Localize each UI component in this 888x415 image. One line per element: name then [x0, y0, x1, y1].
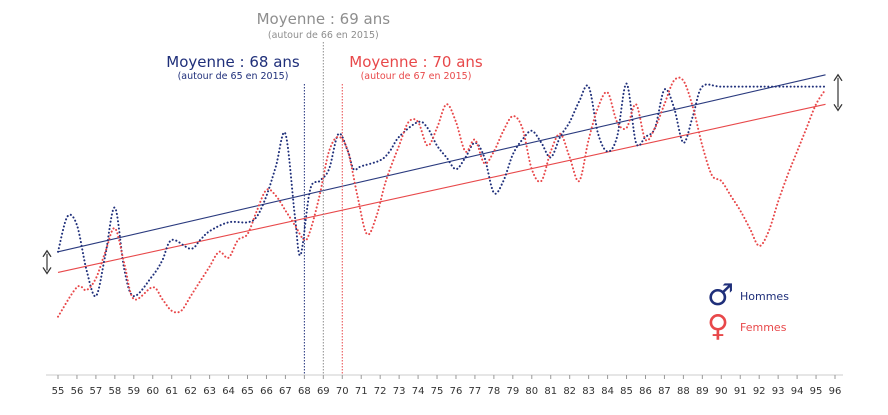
mean-sublabel-70: (autour de 67 en 2015): [361, 71, 472, 82]
x-tick-label: 94: [791, 386, 804, 397]
x-tick-label: 58: [108, 386, 121, 397]
mean-label-69: Moyenne : 69 ans: [257, 10, 391, 28]
gap-arrow-head-down: [42, 267, 52, 275]
x-tick-label: 80: [525, 386, 538, 397]
x-tick-label: 77: [469, 386, 482, 397]
x-tick-label: 70: [336, 386, 349, 397]
x-tick-label: 66: [260, 386, 273, 397]
x-tick-label: 75: [431, 386, 444, 397]
x-tick-label: 71: [355, 386, 368, 397]
mean-sublabel-69: (autour de 66 en 2015): [268, 30, 379, 41]
x-tick-label: 60: [146, 386, 159, 397]
x-tick-label: 59: [127, 386, 140, 397]
x-tick-label: 93: [772, 386, 785, 397]
x-tick-label: 76: [450, 386, 463, 397]
trend-lines: [57, 74, 826, 273]
gap-arrow-start: [42, 249, 52, 275]
series-lines: [57, 76, 827, 318]
legend: ♂ Hommes ♀ Femmes: [707, 278, 789, 344]
x-tick-label: 57: [90, 386, 103, 397]
x-tick-label: 69: [317, 386, 330, 397]
x-tick-label: 87: [658, 386, 671, 397]
series-line-hommes: [57, 82, 827, 298]
gap-arrow-head-up: [833, 73, 843, 82]
x-tick-label: 63: [203, 386, 216, 397]
x-tick-label: 79: [506, 386, 519, 397]
mean-lines: Moyenne : 69 ans (autour de 66 en 2015) Mo…: [166, 10, 483, 375]
x-tick-label: 64: [222, 386, 235, 397]
gap-arrow-end: [833, 73, 843, 112]
x-tick-label: 90: [715, 386, 728, 397]
legend-label-hommes: Hommes: [740, 290, 789, 303]
x-tick-label: 91: [734, 386, 747, 397]
x-tick-label: 78: [488, 386, 501, 397]
x-tick-label: 72: [374, 386, 387, 397]
legend-symbol-femmes-icon: ♀: [707, 309, 729, 344]
trend-line-femmes: [57, 103, 826, 273]
x-axis: 55 56 57 58 59 60 61 62 63 64 65 66 67 68 69 70 71 72 73 74…: [46, 374, 843, 397]
x-tick-label: 83: [582, 386, 595, 397]
x-tick-label: 85: [620, 386, 633, 397]
gap-markers: [42, 73, 843, 275]
x-tick-label: 89: [696, 386, 709, 397]
legend-label-femmes: Femmes: [740, 321, 787, 334]
gap-arrow-head-down: [833, 103, 843, 112]
x-tick-label: 73: [393, 386, 406, 397]
x-tick-label: 96: [829, 386, 842, 397]
mean-label-68: Moyenne : 68 ans: [166, 53, 300, 71]
x-tick-label: 81: [544, 386, 557, 397]
x-tick-label: 55: [52, 386, 65, 397]
x-tick-label: 95: [810, 386, 823, 397]
x-tick-label: 92: [753, 386, 766, 397]
x-tick-label: 82: [563, 386, 576, 397]
x-tick-label: 67: [279, 386, 292, 397]
x-tick-label: 86: [639, 386, 652, 397]
gap-arrow-head-up: [42, 249, 52, 258]
mean-sublabel-68: (autour de 65 en 2015): [178, 71, 289, 82]
x-tick-label: 74: [412, 386, 425, 397]
x-tick-label: 84: [601, 386, 614, 397]
x-tick-label: 61: [165, 386, 178, 397]
x-tick-label: 62: [184, 386, 197, 397]
x-tick-label: 65: [241, 386, 254, 397]
x-tick-label: 68: [298, 386, 311, 397]
x-tick-label: 56: [71, 386, 84, 397]
legend-symbol-hommes-icon: ♂: [707, 278, 734, 313]
trend-line-hommes: [57, 74, 826, 253]
x-tick-label: 88: [677, 386, 690, 397]
mean-label-70: Moyenne : 70 ans: [349, 53, 483, 71]
